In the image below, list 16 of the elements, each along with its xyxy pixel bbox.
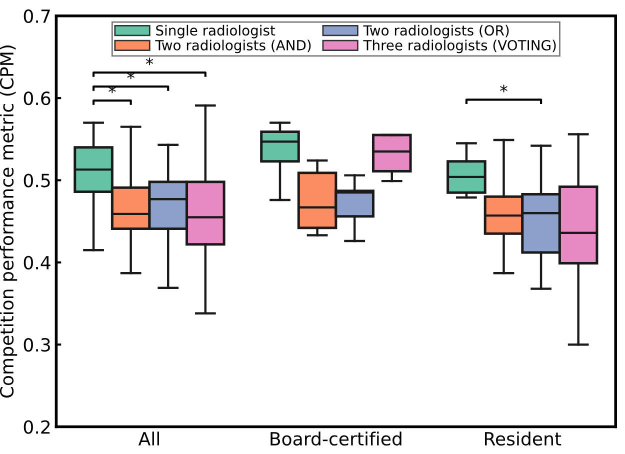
legend-label: Three radiologists (VOTING)	[363, 40, 556, 54]
y-tick-label: 0.2	[24, 420, 50, 434]
annotation: *	[146, 58, 154, 66]
legend-label: Two radiologists (OR)	[363, 24, 509, 38]
y-tick-label: 0.3	[24, 338, 50, 352]
x-tick-label: All	[138, 432, 159, 446]
y-tick-label: 0.5	[24, 174, 50, 188]
y-tick-label: 0.7	[24, 9, 50, 24]
legend-label: Two radiologists (AND)	[155, 40, 311, 54]
y-tick-label: 0.6	[24, 92, 50, 106]
x-tick-label: Resident	[484, 432, 562, 446]
y-axis-title: Competition performance metric (CPM)	[0, 46, 18, 398]
legend-label: Single radiologist	[156, 24, 276, 38]
y-tick-label: 0.4	[24, 256, 50, 270]
annotation: *	[500, 84, 508, 92]
x-tick-label: Board-certified	[270, 432, 402, 446]
